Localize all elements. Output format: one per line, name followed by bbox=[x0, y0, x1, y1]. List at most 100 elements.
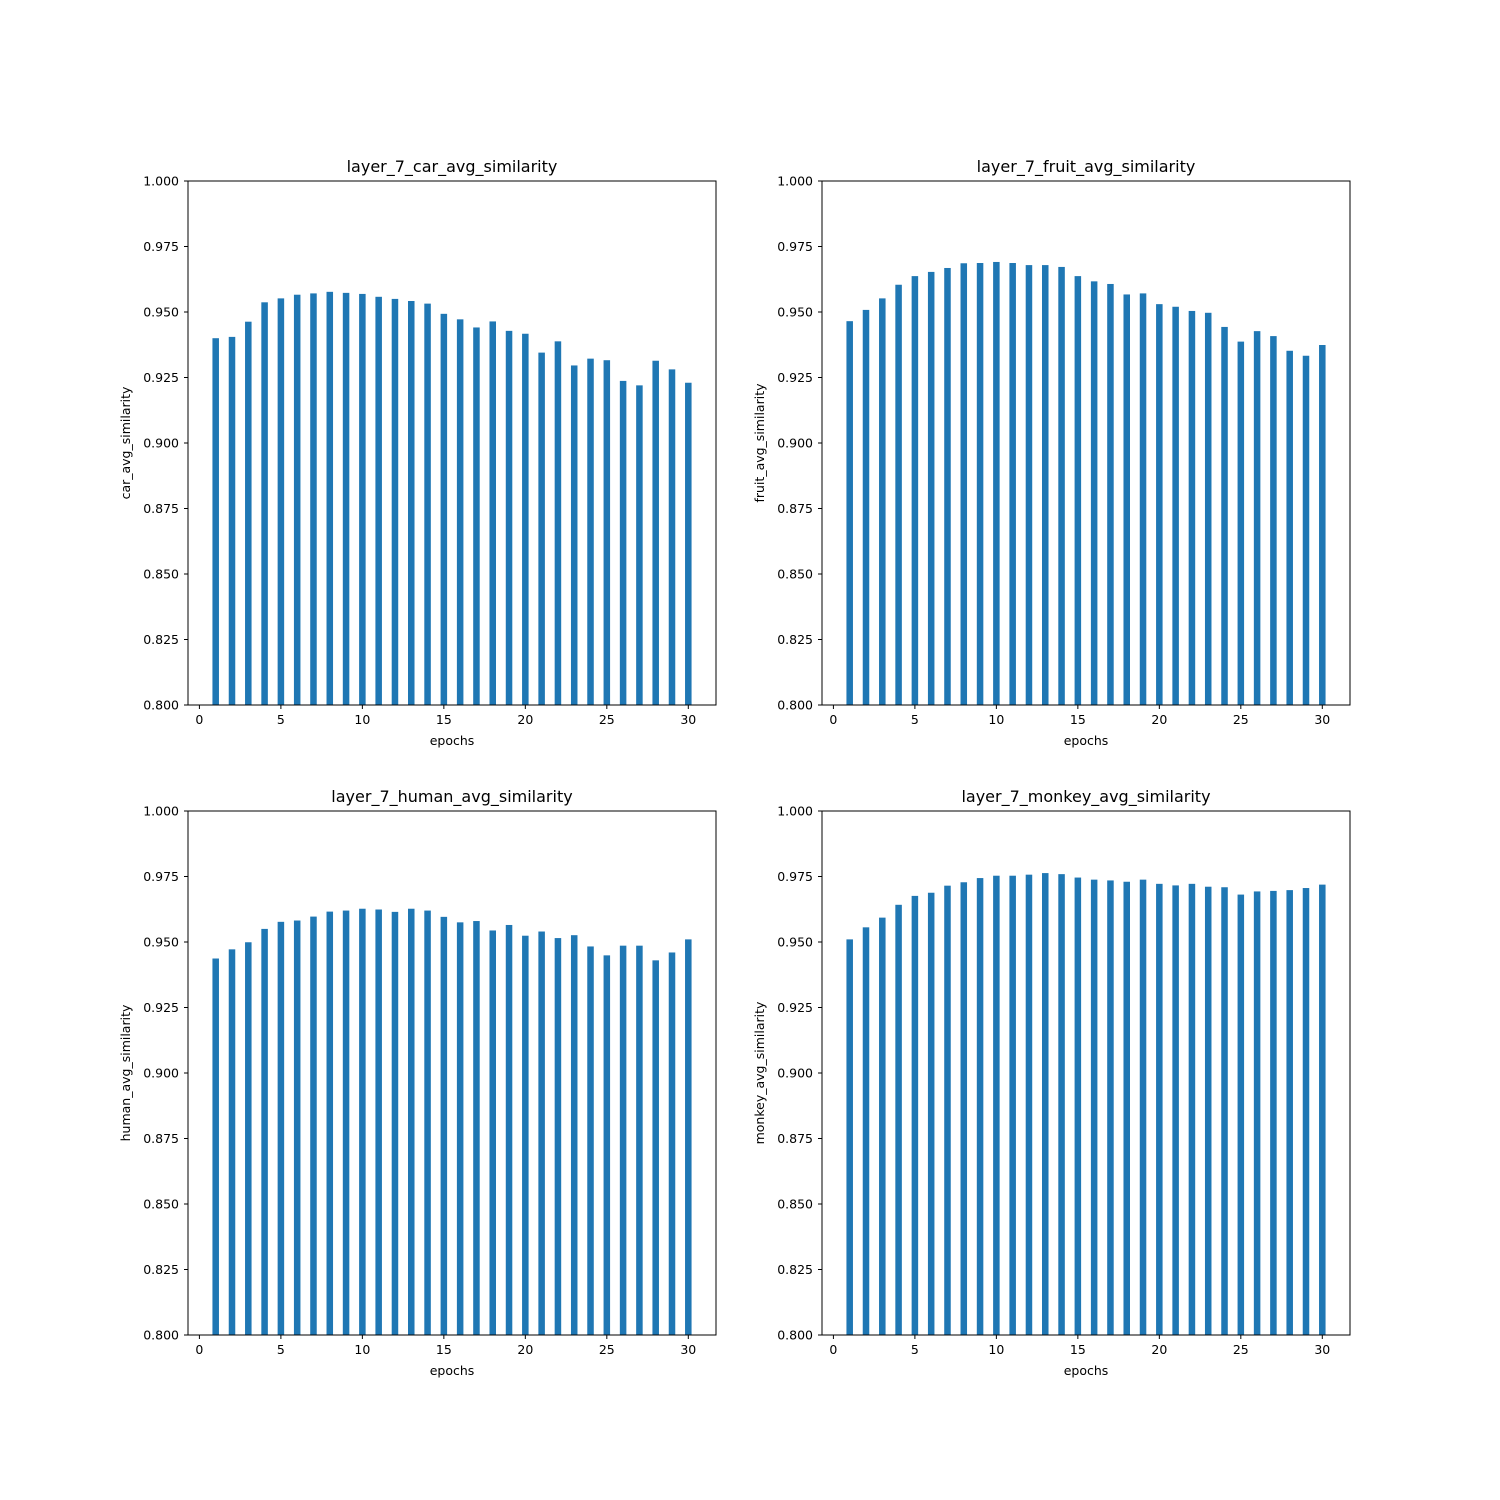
y-tick-label: 0.975 bbox=[777, 239, 813, 254]
bar-epoch-15 bbox=[1075, 878, 1082, 1335]
bar-epoch-11 bbox=[375, 910, 382, 1335]
bar-epoch-19 bbox=[506, 925, 513, 1335]
x-tick-label: 0 bbox=[829, 712, 837, 727]
x-axis-label: epochs bbox=[430, 733, 475, 748]
x-tick-label: 10 bbox=[354, 712, 370, 727]
bar-epoch-10 bbox=[359, 909, 366, 1335]
bar-epoch-18 bbox=[489, 930, 496, 1335]
bar-epoch-9 bbox=[343, 293, 350, 705]
bar-epoch-2 bbox=[229, 949, 236, 1335]
bar-epoch-25 bbox=[1238, 895, 1245, 1335]
bar-epoch-8 bbox=[327, 292, 334, 705]
bar-epoch-17 bbox=[1107, 284, 1114, 705]
bar-epoch-18 bbox=[489, 321, 496, 705]
bar-epoch-30 bbox=[1319, 345, 1326, 705]
bar-epoch-27 bbox=[636, 385, 643, 705]
y-tick-label: 0.975 bbox=[143, 239, 179, 254]
bar-epoch-6 bbox=[928, 272, 935, 705]
bar-epoch-23 bbox=[1205, 313, 1212, 705]
x-tick-label: 30 bbox=[680, 712, 696, 727]
bar-epoch-27 bbox=[1270, 336, 1277, 705]
x-tick-label: 0 bbox=[195, 1342, 203, 1357]
y-tick-label: 0.800 bbox=[143, 698, 179, 713]
x-tick-label: 15 bbox=[1070, 712, 1086, 727]
y-tick-label: 0.850 bbox=[777, 567, 813, 582]
y-tick-label: 0.925 bbox=[777, 1000, 813, 1015]
bar-epoch-30 bbox=[685, 383, 692, 705]
bar-epoch-8 bbox=[961, 882, 968, 1335]
bar-epoch-17 bbox=[473, 921, 480, 1335]
bar-epoch-13 bbox=[1042, 873, 1049, 1335]
bar-epoch-22 bbox=[1189, 884, 1196, 1335]
x-tick-label: 0 bbox=[195, 712, 203, 727]
y-tick-label: 0.900 bbox=[777, 1066, 813, 1081]
x-tick-label: 25 bbox=[1233, 712, 1249, 727]
bar-epoch-8 bbox=[327, 912, 334, 1335]
y-tick-label: 0.850 bbox=[777, 1197, 813, 1212]
y-tick-label: 0.950 bbox=[777, 935, 813, 950]
bar-epoch-16 bbox=[1091, 281, 1098, 705]
y-axis-label: human_avg_similarity bbox=[118, 1004, 133, 1141]
bar-epoch-10 bbox=[993, 876, 1000, 1335]
y-tick-label: 0.975 bbox=[777, 869, 813, 884]
bar-epoch-1 bbox=[846, 321, 853, 705]
y-tick-label: 0.875 bbox=[143, 501, 179, 516]
bar-epoch-29 bbox=[1303, 356, 1310, 705]
x-tick-label: 10 bbox=[988, 712, 1004, 727]
y-tick-label: 1.000 bbox=[777, 804, 813, 819]
y-tick-label: 0.825 bbox=[777, 1262, 813, 1277]
bar-epoch-23 bbox=[1205, 887, 1212, 1335]
y-tick-label: 0.875 bbox=[777, 1131, 813, 1146]
bar-epoch-15 bbox=[441, 917, 448, 1335]
bar-epoch-15 bbox=[441, 314, 448, 705]
bar-epoch-14 bbox=[1058, 874, 1065, 1335]
bar-epoch-21 bbox=[538, 353, 545, 705]
x-tick-label: 30 bbox=[680, 1342, 696, 1357]
bar-epoch-7 bbox=[310, 293, 317, 705]
bar-epoch-14 bbox=[1058, 267, 1065, 705]
bar-epoch-24 bbox=[1221, 887, 1228, 1335]
bar-epoch-6 bbox=[294, 295, 301, 705]
bar-epoch-24 bbox=[1221, 327, 1228, 705]
bar-epoch-19 bbox=[1140, 880, 1147, 1335]
bar-epoch-23 bbox=[571, 365, 578, 705]
bar-epoch-17 bbox=[473, 327, 480, 705]
chart-title: layer_7_fruit_avg_similarity bbox=[977, 157, 1196, 177]
bar-epoch-10 bbox=[359, 294, 366, 705]
bar-epoch-26 bbox=[1254, 331, 1261, 705]
y-axis-label: monkey_avg_similarity bbox=[752, 1001, 767, 1144]
y-tick-label: 0.900 bbox=[143, 1066, 179, 1081]
y-tick-label: 0.950 bbox=[143, 935, 179, 950]
x-tick-label: 15 bbox=[436, 1342, 452, 1357]
bar-epoch-24 bbox=[587, 946, 594, 1335]
bar-epoch-24 bbox=[587, 359, 594, 705]
y-tick-label: 0.850 bbox=[143, 567, 179, 582]
bar-epoch-12 bbox=[1026, 875, 1033, 1335]
bar-epoch-30 bbox=[1319, 885, 1326, 1335]
bar-epoch-4 bbox=[895, 285, 902, 705]
y-axis-label: car_avg_similarity bbox=[118, 386, 133, 499]
bar-epoch-20 bbox=[1156, 884, 1163, 1335]
bar-epoch-2 bbox=[863, 310, 870, 705]
bar-epoch-9 bbox=[343, 911, 350, 1335]
bar-epoch-18 bbox=[1123, 882, 1130, 1335]
bar-epoch-26 bbox=[620, 381, 627, 705]
bar-epoch-11 bbox=[1009, 876, 1016, 1335]
bar-epoch-22 bbox=[1189, 311, 1196, 705]
bar-epoch-21 bbox=[538, 932, 545, 1335]
bar-epoch-28 bbox=[1286, 351, 1293, 705]
bar-epoch-27 bbox=[636, 946, 643, 1335]
bar-epoch-25 bbox=[1238, 342, 1245, 705]
bar-epoch-13 bbox=[408, 301, 415, 705]
x-tick-label: 5 bbox=[911, 1342, 919, 1357]
bar-epoch-23 bbox=[571, 935, 578, 1335]
x-tick-label: 25 bbox=[599, 712, 615, 727]
chart-title: layer_7_human_avg_similarity bbox=[331, 787, 572, 807]
x-tick-label: 20 bbox=[1151, 1342, 1167, 1357]
bar-epoch-3 bbox=[879, 298, 886, 705]
bar-epoch-4 bbox=[895, 905, 902, 1335]
y-tick-label: 0.925 bbox=[143, 1000, 179, 1015]
x-tick-label: 20 bbox=[1151, 712, 1167, 727]
chart-title: layer_7_monkey_avg_similarity bbox=[961, 787, 1210, 807]
bar-epoch-21 bbox=[1172, 885, 1179, 1335]
